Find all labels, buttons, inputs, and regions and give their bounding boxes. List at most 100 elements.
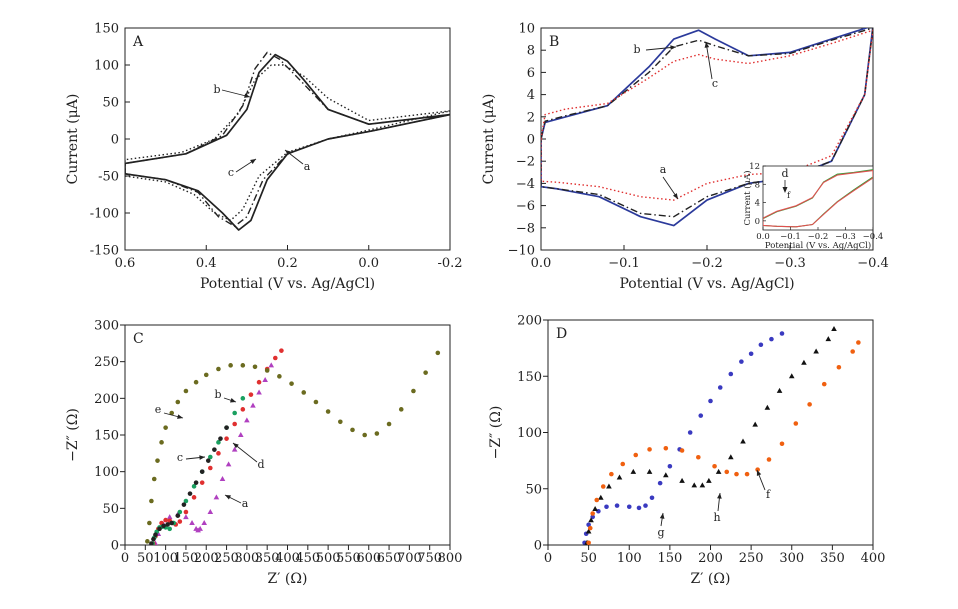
y-tick-label: 2 — [527, 110, 535, 125]
x-tick-label: 300 — [779, 551, 804, 566]
x-tick-label: -0.2 — [437, 256, 462, 271]
y-tick-label: 0 — [534, 539, 542, 554]
data-point-h — [831, 326, 837, 331]
x-tick-label: 0.4 — [196, 256, 217, 271]
data-point-f — [590, 511, 595, 516]
data-point-f — [679, 448, 685, 453]
x-tick-label: 100 — [153, 551, 178, 566]
y-tick-label: -100 — [90, 207, 119, 222]
data-point-a — [268, 362, 275, 368]
data-point-e — [423, 370, 428, 375]
annotation-arrowhead — [250, 159, 256, 164]
data-point-e — [240, 363, 246, 368]
inset-x-tick-label: −0.4 — [863, 232, 884, 242]
panel-letter: D — [556, 326, 567, 342]
y-tick-label: 50 — [102, 96, 119, 111]
x-tick-label: 400 — [861, 551, 886, 566]
data-point-g — [769, 336, 774, 342]
data-point-f — [744, 471, 750, 477]
data-point-c — [177, 509, 183, 515]
data-point-d — [157, 526, 162, 532]
inset-y-tick-label: 0 — [755, 217, 760, 227]
data-point-d — [224, 425, 229, 430]
x-tick-label: 350 — [820, 551, 845, 566]
data-point-e — [163, 425, 168, 430]
data-point-f — [633, 452, 639, 458]
data-point-h — [825, 336, 832, 342]
x-tick-label: 50 — [580, 551, 597, 566]
y-tick-label: 100 — [94, 465, 119, 480]
y-axis-label: Current (μA) — [481, 94, 497, 185]
data-point-f — [807, 402, 812, 407]
data-point-c — [208, 454, 213, 460]
data-point-h — [679, 477, 685, 483]
x-tick-label: 0.6 — [115, 256, 136, 271]
data-point-b — [183, 509, 189, 515]
data-point-a — [201, 520, 208, 525]
x-tick-label: 200 — [698, 551, 723, 566]
y-tick-label: 200 — [517, 314, 542, 329]
data-point-g — [649, 495, 655, 501]
data-point-a — [166, 514, 173, 520]
y-tick-label: 0 — [111, 539, 119, 554]
inset-y-tick-label: 12 — [749, 162, 760, 172]
data-point-b — [199, 480, 205, 485]
data-point-e — [147, 520, 152, 526]
annotation-label: c — [177, 451, 183, 464]
annotation-label: a — [304, 160, 311, 173]
inset-annotation-label: f — [787, 191, 791, 201]
annotation-arrowhead — [233, 443, 239, 449]
data-point-d — [218, 436, 223, 441]
x-tick-label: 150 — [657, 551, 682, 566]
x-tick-label: 0 — [121, 551, 129, 566]
data-point-e — [228, 363, 233, 368]
x-tick-label: 50 — [137, 551, 154, 566]
y-tick-label: 10 — [518, 22, 535, 37]
data-point-e — [289, 381, 294, 386]
data-point-c — [240, 396, 246, 401]
data-point-e — [338, 419, 343, 425]
annotation-arrow — [705, 41, 713, 80]
annotation-label: a — [242, 497, 249, 510]
annotation-label: b — [214, 388, 221, 401]
data-point-f — [586, 540, 591, 545]
data-point-f — [836, 364, 842, 370]
data-point-e — [145, 539, 150, 544]
annotation-arrowhead — [756, 470, 762, 476]
data-point-e — [151, 476, 157, 482]
data-point-d — [193, 480, 199, 485]
data-point-b — [232, 421, 237, 427]
data-point-h — [728, 454, 734, 460]
data-point-e — [435, 350, 441, 356]
data-point-g — [626, 504, 632, 510]
data-point-a — [213, 494, 220, 500]
data-point-h — [715, 468, 722, 474]
inset-y-tick-label: 4 — [755, 199, 760, 209]
data-point-e — [374, 431, 380, 436]
data-point-a — [250, 402, 256, 408]
series-line-c — [541, 28, 873, 218]
y-tick-label: −6 — [516, 199, 535, 214]
data-point-e — [169, 410, 175, 416]
data-point-e — [350, 427, 355, 433]
data-point-d — [161, 523, 166, 529]
y-axis-label: Current (μA) — [65, 94, 81, 185]
plot-area — [541, 28, 873, 227]
y-tick-label: −2 — [516, 155, 535, 170]
data-point-a — [262, 377, 268, 382]
annotation-arrowhead — [670, 45, 676, 50]
y-tick-label: −10 — [508, 244, 535, 259]
data-point-h — [598, 494, 604, 500]
x-tick-label: 650 — [377, 551, 402, 566]
data-point-e — [325, 409, 331, 414]
annotation-label: h — [713, 511, 720, 524]
annotation-arrowhead — [199, 455, 205, 460]
data-point-c — [183, 498, 189, 504]
data-point-e — [386, 421, 392, 427]
data-point-e — [362, 432, 367, 438]
data-point-d — [151, 536, 156, 542]
inset-x-tick-label: −0.1 — [780, 232, 801, 242]
x-tick-label: 450 — [295, 551, 320, 566]
data-point-d — [205, 458, 211, 463]
data-point-b — [279, 348, 284, 353]
